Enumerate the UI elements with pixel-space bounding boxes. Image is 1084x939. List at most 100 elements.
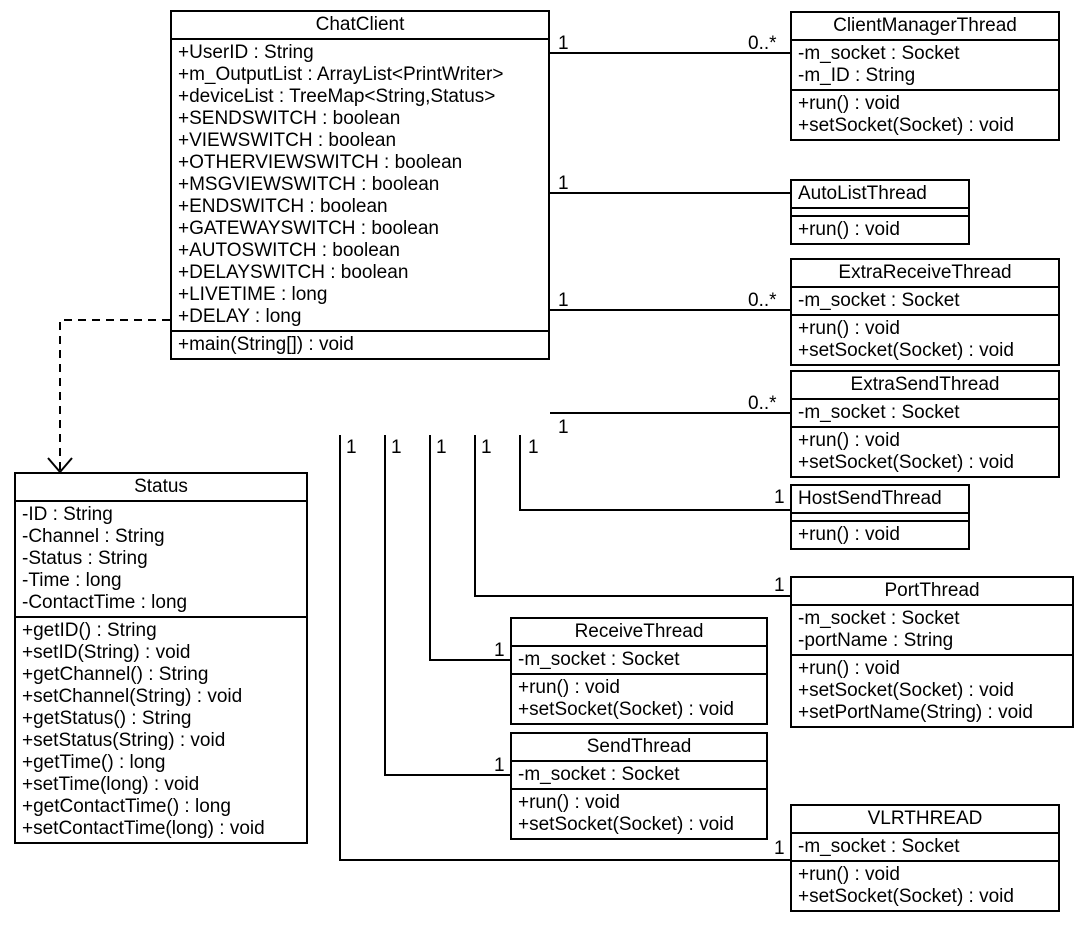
class-operations: +run() : void +setSocket(Socket) : void … xyxy=(792,656,1072,726)
op: +setID(String) : void xyxy=(22,642,300,664)
op: +setContactTime(long) : void xyxy=(22,818,300,840)
attr: -m_ID : String xyxy=(798,65,1052,87)
attr: -m_socket : Socket xyxy=(518,764,760,786)
mult-label: 0..* xyxy=(748,33,777,55)
class-title: ClientManagerThread xyxy=(792,13,1058,41)
mult-label: 1 xyxy=(558,290,569,312)
class-sendthread: SendThread -m_socket : Socket +run() : v… xyxy=(510,732,768,840)
class-status-operations: +getID() : String +setID(String) : void … xyxy=(16,618,306,842)
class-attributes: -m_socket : Socket xyxy=(512,647,766,675)
class-hostsendthread: HostSendThread +run() : void xyxy=(790,484,970,550)
attr: -m_socket : Socket xyxy=(518,649,760,671)
attr: +AUTOSWITCH : boolean xyxy=(178,240,542,262)
attr: -Status : String xyxy=(22,548,300,570)
class-attributes: -m_socket : Socket -portName : String xyxy=(792,606,1072,656)
attr: +DELAY : long xyxy=(178,306,542,328)
op: +setStatus(String) : void xyxy=(22,730,300,752)
mult-label: 1 xyxy=(481,437,492,459)
op: +run() : void xyxy=(798,524,962,546)
op: +getStatus() : String xyxy=(22,708,300,730)
class-attributes: -m_socket : Socket xyxy=(512,762,766,790)
class-status: Status -ID : String -Channel : String -S… xyxy=(14,472,308,844)
mult-label: 1 xyxy=(558,33,569,55)
attr: -m_socket : Socket xyxy=(798,402,1052,424)
class-autolistthread: AutoListThread +run() : void xyxy=(790,179,970,245)
attr: -ID : String xyxy=(22,504,300,526)
class-chatclient-attributes: +UserID : String +m_OutputList : ArrayLi… xyxy=(172,40,548,332)
class-attributes: -m_socket : Socket -m_ID : String xyxy=(792,41,1058,91)
class-extrasendthread: ExtraSendThread -m_socket : Socket +run(… xyxy=(790,370,1060,478)
op: +run() : void xyxy=(798,219,962,241)
attr: +deviceList : TreeMap<String,Status> xyxy=(178,86,542,108)
op: +run() : void xyxy=(518,677,760,699)
mult-label: 0..* xyxy=(748,393,777,415)
class-attributes: -m_socket : Socket xyxy=(792,400,1058,428)
class-title: ReceiveThread xyxy=(512,619,766,647)
mult-label: 1 xyxy=(346,437,357,459)
op: +getChannel() : String xyxy=(22,664,300,686)
class-chatclient-operations: +main(String[]) : void xyxy=(172,332,548,358)
class-vlrthread: VLRTHREAD -m_socket : Socket +run() : vo… xyxy=(790,804,1060,912)
attr: +GATEWAYSWITCH : boolean xyxy=(178,218,542,240)
op: +run() : void xyxy=(798,430,1052,452)
attr: -m_socket : Socket xyxy=(798,290,1052,312)
attr: -m_socket : Socket xyxy=(798,43,1052,65)
class-portthread: PortThread -m_socket : Socket -portName … xyxy=(790,576,1074,728)
class-operations: +run() : void +setSocket(Socket) : void xyxy=(512,675,766,723)
attr: -m_socket : Socket xyxy=(798,608,1066,630)
op: +setSocket(Socket) : void xyxy=(798,452,1052,474)
attr: -Channel : String xyxy=(22,526,300,548)
mult-label: 0..* xyxy=(748,290,777,312)
mult-label: 1 xyxy=(774,487,785,509)
class-title: ExtraSendThread xyxy=(792,372,1058,400)
attr: -m_socket : Socket xyxy=(798,836,1052,858)
op: +setSocket(Socket) : void xyxy=(798,115,1052,137)
class-operations: +run() : void +setSocket(Socket) : void xyxy=(792,91,1058,139)
op: +run() : void xyxy=(798,864,1052,886)
op: +setSocket(Socket) : void xyxy=(518,699,760,721)
attr: +OTHERVIEWSWITCH : boolean xyxy=(178,152,542,174)
attr: +ENDSWITCH : boolean xyxy=(178,196,542,218)
class-attributes-empty xyxy=(792,514,968,522)
mult-label: 1 xyxy=(436,437,447,459)
op: +setSocket(Socket) : void xyxy=(798,680,1066,702)
op: +run() : void xyxy=(798,93,1052,115)
attr: +UserID : String xyxy=(178,42,542,64)
mult-label: 1 xyxy=(558,173,569,195)
class-clientmanagerthread: ClientManagerThread -m_socket : Socket -… xyxy=(790,11,1060,141)
mult-label: 1 xyxy=(558,417,569,439)
class-operations: +run() : void xyxy=(792,522,968,548)
class-title: AutoListThread xyxy=(792,181,968,209)
op: +run() : void xyxy=(518,792,760,814)
class-title: ExtraReceiveThread xyxy=(792,260,1058,288)
op: +main(String[]) : void xyxy=(178,334,542,356)
mult-label: 1 xyxy=(774,838,785,860)
class-chatclient-title: ChatClient xyxy=(172,12,548,40)
op: +getContactTime() : long xyxy=(22,796,300,818)
class-status-attributes: -ID : String -Channel : String -Status :… xyxy=(16,502,306,618)
class-extrareceivethread: ExtraReceiveThread -m_socket : Socket +r… xyxy=(790,258,1060,366)
attr: -portName : String xyxy=(798,630,1066,652)
class-operations: +run() : void +setSocket(Socket) : void xyxy=(792,428,1058,476)
mult-label: 1 xyxy=(494,755,505,777)
attr: +SENDSWITCH : boolean xyxy=(178,108,542,130)
class-status-title: Status xyxy=(16,474,306,502)
attr: +VIEWSWITCH : boolean xyxy=(178,130,542,152)
op: +setTime(long) : void xyxy=(22,774,300,796)
class-operations: +run() : void +setSocket(Socket) : void xyxy=(512,790,766,838)
class-receivethread: ReceiveThread -m_socket : Socket +run() … xyxy=(510,617,768,725)
attr: -ContactTime : long xyxy=(22,592,300,614)
op: +run() : void xyxy=(798,318,1052,340)
class-title: PortThread xyxy=(792,578,1072,606)
attr: +DELAYSWITCH : boolean xyxy=(178,262,542,284)
op: +setSocket(Socket) : void xyxy=(518,814,760,836)
class-operations: +run() : void xyxy=(792,217,968,243)
mult-label: 1 xyxy=(494,640,505,662)
class-title: VLRTHREAD xyxy=(792,806,1058,834)
class-attributes: -m_socket : Socket xyxy=(792,834,1058,862)
class-operations: +run() : void +setSocket(Socket) : void xyxy=(792,862,1058,910)
op: +setSocket(Socket) : void xyxy=(798,340,1052,362)
mult-label: 1 xyxy=(774,575,785,597)
op: +setPortName(String) : void xyxy=(798,702,1066,724)
op: +setSocket(Socket) : void xyxy=(798,886,1052,908)
